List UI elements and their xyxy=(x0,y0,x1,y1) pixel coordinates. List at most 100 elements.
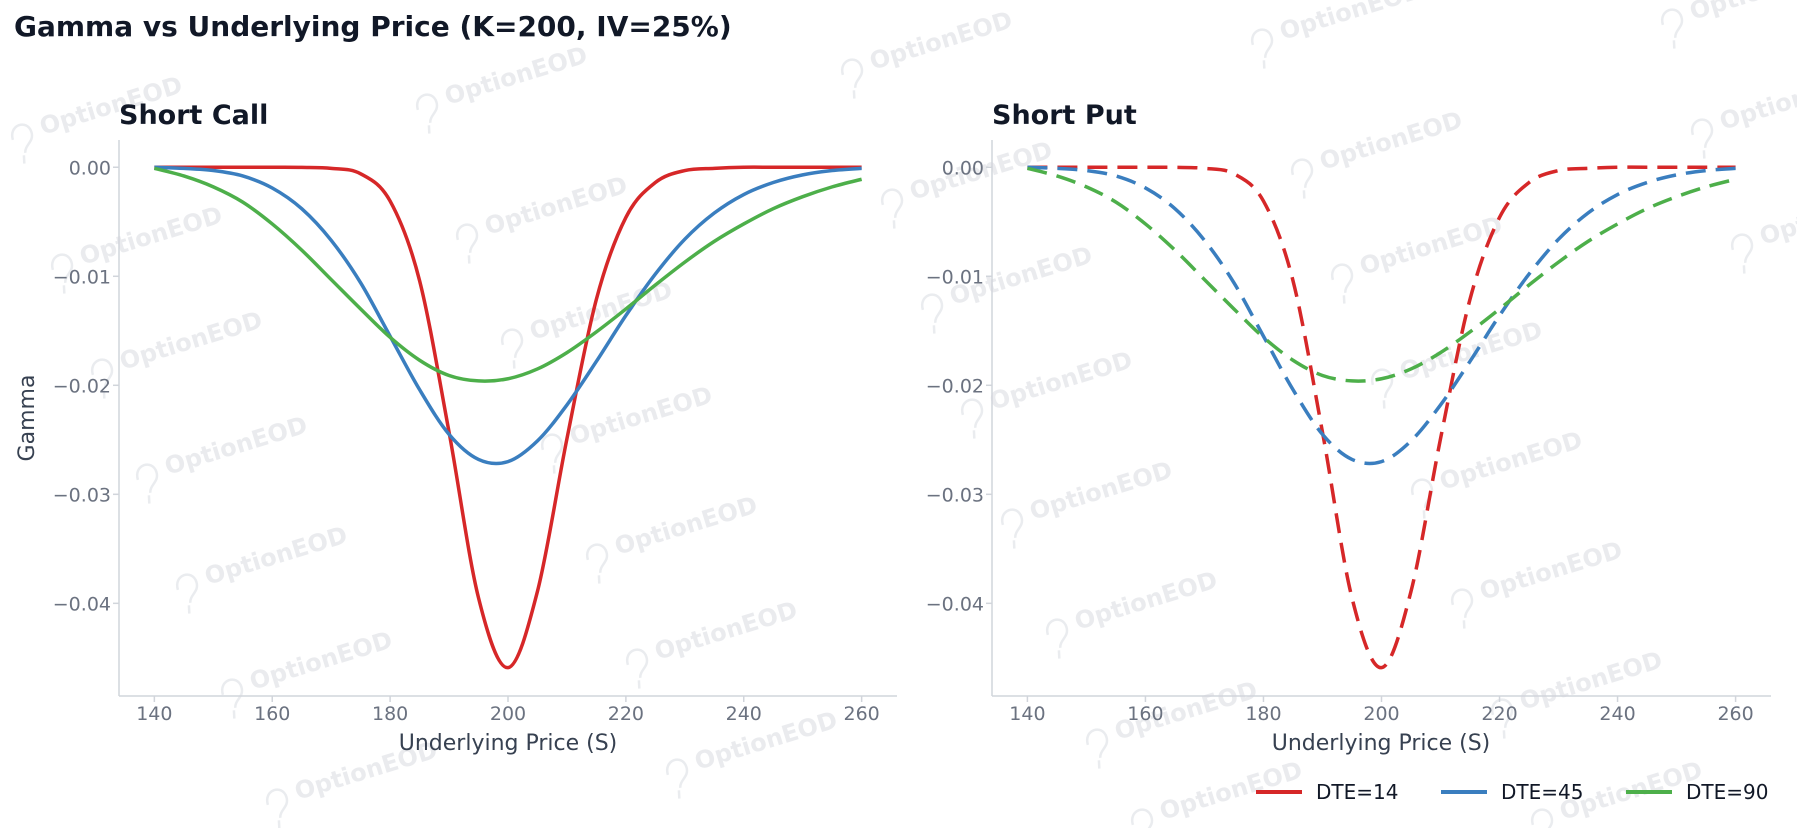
watermark-logo-icon xyxy=(175,573,199,614)
watermark-logo-icon xyxy=(1730,233,1754,274)
watermark-mark: OptionEOD xyxy=(135,411,311,504)
short-call-x-tick-label: 180 xyxy=(372,703,408,725)
short-put-y-tick-label: −0.02 xyxy=(926,375,984,397)
short-put-x-tick-label: 220 xyxy=(1481,703,1517,725)
watermark-logo-icon xyxy=(1490,698,1514,739)
short-put-x-tick-label: 240 xyxy=(1599,703,1635,725)
short-call-series-dte-90 xyxy=(153,166,863,383)
watermark-mark: OptionEOD xyxy=(625,596,801,689)
watermark-logo-icon xyxy=(840,58,864,99)
watermark-label: OptionEOD xyxy=(116,306,265,376)
legend: DTE=14 DTE=45 DTE=90 xyxy=(1256,780,1768,804)
watermark-mark: OptionEOD xyxy=(960,346,1136,439)
watermark-label: OptionEOD xyxy=(1516,646,1665,716)
short-call-y-ticks: 0.00 −0.01 −0.02 −0.03 −0.04 xyxy=(53,157,119,615)
watermark-mark: OptionEOD xyxy=(1660,0,1797,49)
short-call-series xyxy=(153,165,863,670)
watermark-label: OptionEOD xyxy=(246,626,395,696)
short-put-y-ticks: 0.00 −0.01 −0.02 −0.03 −0.04 xyxy=(926,157,992,615)
watermark-mark: OptionEOD xyxy=(880,136,1056,229)
watermark-mark: OptionEOD xyxy=(1000,456,1176,549)
watermark-logo-icon xyxy=(1130,808,1154,828)
watermark-logo-icon xyxy=(455,223,479,264)
watermark-label: OptionEOD xyxy=(566,381,715,451)
watermark-logo-icon xyxy=(1410,478,1434,519)
legend-item-dte-45: DTE=45 xyxy=(1441,780,1583,804)
watermark-logo-icon xyxy=(1045,618,1069,659)
short-put-panel: Short Put 0.00 −0.01 −0.02 −0.03 −0.04 140 16… xyxy=(926,100,1771,756)
legend-label: DTE=90 xyxy=(1686,780,1768,804)
watermark-mark: OptionEOD xyxy=(1450,536,1626,629)
short-call-x-tick-label: 140 xyxy=(136,703,172,725)
watermark-logo-icon xyxy=(500,328,524,369)
watermark-label: OptionEOD xyxy=(1316,106,1465,176)
short-call-y-label: Gamma xyxy=(15,375,40,462)
short-put-y-tick-label: −0.03 xyxy=(926,484,984,506)
watermark-mark: OptionEOD xyxy=(585,491,761,584)
watermark-logo-icon xyxy=(1330,263,1354,304)
watermark-logo-icon xyxy=(1085,728,1109,769)
short-put-x-tick-label: 260 xyxy=(1717,703,1753,725)
short-call-y-tick-label: −0.02 xyxy=(53,375,111,397)
watermark-mark: OptionEOD xyxy=(540,381,716,474)
short-call-x-tick-label: 260 xyxy=(844,703,880,725)
watermark-logo-icon xyxy=(50,253,74,294)
watermark-mark: OptionEOD xyxy=(1370,316,1546,409)
watermark-label: OptionEOD xyxy=(1436,426,1585,496)
short-put-series xyxy=(1026,165,1737,670)
short-put-y-tick-label: 0.00 xyxy=(942,157,984,179)
watermark-label: OptionEOD xyxy=(1396,316,1545,386)
watermark-mark: OptionEOD xyxy=(1045,566,1221,659)
watermark-logo-icon xyxy=(1660,8,1684,49)
watermark-label: OptionEOD xyxy=(986,346,1135,416)
watermark-label: OptionEOD xyxy=(201,521,350,591)
watermark-label: OptionEOD xyxy=(1476,536,1625,606)
short-call-x-tick-label: 160 xyxy=(254,703,290,725)
watermark-logo-icon xyxy=(665,758,689,799)
watermark-logo-icon xyxy=(960,398,984,439)
watermark-label: OptionEOD xyxy=(651,596,800,666)
short-call-y-tick-label: −0.03 xyxy=(53,484,111,506)
short-call-series-dte-14 xyxy=(154,165,862,670)
legend-item-dte-14: DTE=14 xyxy=(1256,780,1398,804)
watermark-logo-icon xyxy=(220,678,244,719)
short-call-series-dte-45 xyxy=(154,165,862,466)
short-put-series-dte-90 xyxy=(1026,166,1737,383)
watermark-logo-icon xyxy=(1290,158,1314,199)
watermark-logo-icon xyxy=(135,463,159,504)
short-put-series-dte-45 xyxy=(1027,165,1736,466)
watermark-mark: OptionEOD xyxy=(455,171,631,264)
short-put-y-tick-label: −0.01 xyxy=(926,266,984,288)
short-call-x-ticks: 140 160 180 200 220 240 260 xyxy=(136,696,880,725)
watermark-logo-icon xyxy=(1000,508,1024,549)
short-put-x-tick-label: 200 xyxy=(1363,703,1399,725)
short-call-panel: Short Call 0.00−0.01−0.02−0.03−0.04 140 1… xyxy=(15,100,897,756)
short-call-x-tick-label: 220 xyxy=(608,703,644,725)
short-call-title: Short Call xyxy=(119,100,268,131)
short-call-y-tick-label: −0.01 xyxy=(53,266,111,288)
watermark-logo-icon xyxy=(415,93,439,134)
watermark-mark: OptionEOD xyxy=(1730,181,1797,274)
short-put-y-tick-label: −0.04 xyxy=(926,593,984,615)
watermark-logo-icon xyxy=(10,123,34,164)
short-call-y-tick-label: −0.04 xyxy=(53,593,111,615)
watermark-label: OptionEOD xyxy=(1756,181,1797,251)
legend-item-dte-90: DTE=90 xyxy=(1626,780,1768,804)
legend-label: DTE=14 xyxy=(1316,780,1398,804)
watermark-label: OptionEOD xyxy=(866,6,1015,76)
short-call-x-tick-label: 200 xyxy=(490,703,526,725)
watermark-mark: OptionEOD xyxy=(415,41,591,134)
watermark-label: OptionEOD xyxy=(161,411,310,481)
watermark-label: OptionEOD xyxy=(1356,211,1505,281)
watermark-mark: OptionEOD xyxy=(1250,0,1426,69)
watermark-label: OptionEOD xyxy=(1071,566,1220,636)
watermark-logo-icon xyxy=(1370,368,1394,409)
watermark-label: OptionEOD xyxy=(611,491,760,561)
legend-label: DTE=45 xyxy=(1501,780,1583,804)
short-call-x-label: Underlying Price (S) xyxy=(399,731,618,756)
watermark-mark: OptionEOD xyxy=(1490,646,1666,739)
watermark-label: OptionEOD xyxy=(1716,66,1797,136)
watermark-logo-icon xyxy=(585,543,609,584)
watermark-logo-icon xyxy=(625,648,649,689)
